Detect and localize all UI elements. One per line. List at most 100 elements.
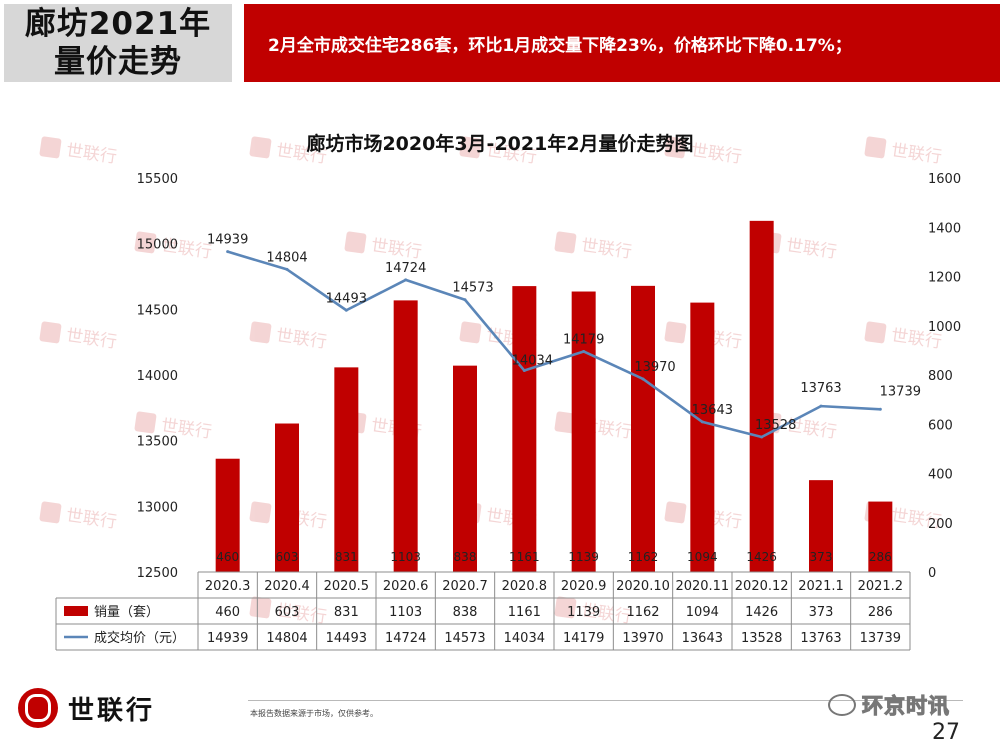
- table-cell-price: 13528: [741, 631, 782, 646]
- svg-text:世联行: 世联行: [690, 141, 743, 168]
- table-cell-price: 14179: [563, 631, 604, 646]
- volume-bar-label: 286: [869, 550, 892, 564]
- summary-banner: 2月全市成交住宅286套，环比1月成交量下降23%，价格环比下降0.17%；: [244, 4, 1000, 82]
- price-point-label: 14179: [563, 332, 604, 347]
- right-axis-tick: 800: [928, 369, 953, 384]
- table-cell-volume: 838: [453, 605, 478, 620]
- volume-bar: [571, 291, 596, 572]
- volume-bar-label: 1094: [687, 550, 718, 564]
- left-axis-tick: 13500: [137, 435, 178, 450]
- price-point: [582, 349, 586, 353]
- right-axis-tick: 1600: [928, 172, 961, 187]
- volume-bar: [868, 501, 893, 572]
- volume-bar: [631, 285, 655, 572]
- price-point-label: 14493: [326, 291, 367, 306]
- volume-bar-label: 1139: [568, 550, 599, 564]
- company-logo: 世联行: [18, 688, 155, 728]
- left-axis-tick: 13000: [137, 500, 178, 515]
- page-title-line2: 量价走势: [54, 44, 182, 80]
- right-axis-tick: 400: [928, 468, 953, 483]
- left-axis-tick: 15000: [137, 238, 178, 253]
- price-point-label: 14724: [385, 261, 426, 276]
- volume-bar: [453, 365, 477, 572]
- volume-bar-label: 373: [810, 550, 833, 564]
- table-cell-price: 14724: [385, 631, 426, 646]
- price-point-label: 14804: [266, 250, 307, 265]
- watermark: 世联行: [39, 501, 118, 533]
- table-cell-price: 14939: [207, 631, 248, 646]
- price-point-label: 13739: [880, 384, 921, 399]
- right-axis-tick: 600: [928, 418, 953, 433]
- category-label: 2020.11: [675, 579, 729, 594]
- wechat-account-name: 环京时讯: [862, 694, 950, 719]
- table-cell-price: 14804: [266, 631, 307, 646]
- svg-text:世联行: 世联行: [65, 326, 118, 353]
- table-cell-price: 13970: [622, 631, 663, 646]
- table-cell-price: 13763: [800, 631, 841, 646]
- watermark: 世联行: [39, 136, 118, 168]
- price-point: [700, 420, 704, 424]
- category-label: 2020.7: [442, 579, 488, 594]
- svg-text:世联行: 世联行: [890, 141, 943, 168]
- volume-bar-label: 1161: [509, 550, 540, 564]
- price-point: [404, 278, 408, 282]
- watermark: 世联行: [554, 231, 633, 263]
- category-label: 2021.2: [858, 579, 904, 594]
- price-point-label: 14034: [512, 354, 553, 369]
- volume-bar-label: 838: [454, 550, 477, 564]
- volume-bar-label: 1426: [746, 550, 777, 564]
- table-cell-volume: 1162: [626, 605, 659, 620]
- watermark: 世联行: [864, 321, 943, 353]
- volume-bar: [215, 458, 240, 572]
- table-cell-volume: 603: [275, 605, 300, 620]
- price-point-label: 13643: [692, 403, 733, 418]
- table-cell-price: 13739: [860, 631, 901, 646]
- price-line: [227, 250, 881, 439]
- legend-label: 成交均价（元）: [94, 630, 185, 646]
- volume-bar-label: 1162: [628, 550, 659, 564]
- category-label: 2020.3: [205, 579, 251, 594]
- price-point: [760, 435, 764, 439]
- price-point-label: 13970: [634, 360, 675, 375]
- price-point-label: 13528: [755, 418, 796, 433]
- right-axis-tick: 0: [928, 566, 936, 581]
- volume-bar: [393, 300, 418, 572]
- svg-text:世联行: 世联行: [370, 236, 423, 263]
- category-label: 2020.9: [561, 579, 607, 594]
- price-point-label: 13763: [800, 381, 841, 396]
- table-cell-volume: 460: [215, 605, 240, 620]
- price-point: [641, 377, 645, 381]
- table-cell-volume: 1161: [508, 605, 541, 620]
- volume-bar-label: 603: [276, 550, 299, 564]
- watermark: 世联行: [864, 136, 943, 168]
- volume-bar-label: 831: [335, 550, 358, 564]
- price-point: [463, 298, 467, 302]
- volume-bar: [809, 480, 833, 572]
- table-cell-volume: 1103: [389, 605, 422, 620]
- left-axis-tick: 14000: [137, 369, 178, 384]
- logo-icon: [18, 688, 58, 728]
- volume-bar: [749, 220, 774, 572]
- category-label: 2020.12: [735, 579, 789, 594]
- category-label: 2020.6: [383, 579, 429, 594]
- price-point: [878, 407, 882, 411]
- price-point: [344, 308, 348, 312]
- table-cell-volume: 831: [334, 605, 359, 620]
- watermark: 世联行: [344, 231, 423, 263]
- price-point: [819, 404, 823, 408]
- watermark: 世联行: [249, 321, 328, 353]
- page-title-line1: 廊坊2021年: [24, 6, 212, 42]
- table-cell-volume: 373: [809, 605, 834, 620]
- table-cell-volume: 1139: [567, 605, 600, 620]
- svg-text:世联行: 世联行: [65, 506, 118, 533]
- footer-divider: [248, 700, 963, 701]
- table-cell-price: 13643: [682, 631, 723, 646]
- svg-text:世联行: 世联行: [275, 326, 328, 353]
- page-number: 27: [932, 720, 960, 745]
- table-cell-volume: 1094: [686, 605, 719, 620]
- price-point-label: 14939: [207, 233, 248, 248]
- right-axis-tick: 1200: [928, 271, 961, 286]
- summary-banner-text: 2月全市成交住宅286套，环比1月成交量下降23%，价格环比下降0.17%；: [268, 35, 852, 56]
- right-axis-tick: 1400: [928, 221, 961, 236]
- table-cell-price: 14573: [444, 631, 485, 646]
